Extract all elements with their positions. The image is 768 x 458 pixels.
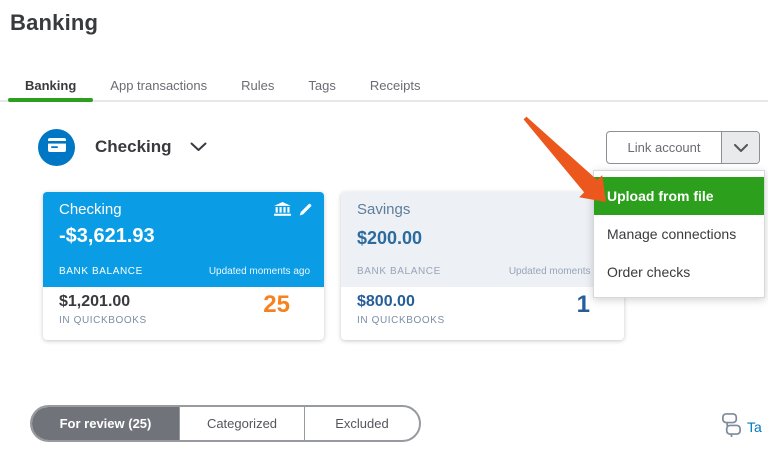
pencil-icon[interactable] — [299, 203, 312, 221]
menu-item-upload-from-file[interactable]: Upload from file — [594, 177, 764, 215]
bank-icon — [274, 202, 291, 221]
take-a-tour-link[interactable]: Ta — [720, 410, 762, 443]
quickbooks-balance-amount: $800.00 — [357, 293, 415, 310]
page-title: Banking — [10, 10, 99, 35]
link-account-menu: Upload from file Manage connections Orde… — [593, 170, 765, 298]
credit-card-icon — [47, 137, 67, 158]
account-name: Checking — [95, 137, 172, 156]
tab-app-transactions[interactable]: App transactions — [110, 78, 208, 93]
filter-tab-categorized[interactable]: Categorized — [179, 407, 305, 440]
savings-card-body: $800.00 IN QUICKBOOKS 1 — [341, 287, 624, 340]
transaction-filter-tabs: For review (25) Categorized Excluded — [30, 405, 421, 442]
quickbooks-balance-label: IN QUICKBOOKS — [59, 315, 147, 326]
savings-card-header: Savings $200.00 BANK BALANCE Updated mom… — [341, 192, 624, 287]
bank-balance-amount: -$3,621.93 — [59, 225, 155, 247]
tab-rules[interactable]: Rules — [241, 78, 275, 93]
quickbooks-balance-amount: $1,201.00 — [59, 293, 131, 310]
nav-tabbar: Banking App transactions Rules Tags Rece… — [0, 71, 768, 102]
chevron-down-icon — [733, 139, 748, 157]
tour-link-label: Ta — [747, 418, 762, 435]
link-account-dropdown-toggle[interactable] — [721, 132, 759, 163]
updated-status: Updated moments ago — [508, 266, 610, 277]
tab-tags[interactable]: Tags — [308, 78, 336, 93]
bank-balance-amount: $200.00 — [357, 228, 423, 248]
transaction-count-badge: 1 — [576, 291, 590, 318]
card-account-name: Checking — [59, 201, 122, 218]
link-account-button[interactable]: Link account — [627, 140, 701, 155]
account-avatar — [38, 128, 75, 166]
bank-balance-label: BANK BALANCE — [357, 266, 441, 277]
checking-card-header: Checking -$3,621.93 BANK BALANCE Upda — [43, 192, 324, 287]
filter-tab-excluded[interactable]: Excluded — [335, 416, 389, 431]
tab-receipts[interactable]: Receipts — [369, 78, 421, 93]
bank-balance-label: BANK BALANCE — [59, 266, 143, 277]
filter-tab-for-review[interactable]: For review (25) — [32, 407, 179, 440]
chevron-down-icon — [190, 142, 207, 152]
menu-item-manage-connections[interactable]: Manage connections — [607, 226, 737, 242]
card-account-name: Savings — [357, 201, 411, 218]
transaction-count-badge: 25 — [263, 291, 290, 318]
menu-item-order-checks[interactable]: Order checks — [607, 264, 691, 280]
link-account-split-button: Link account — [606, 131, 760, 164]
quickbooks-balance-label: IN QUICKBOOKS — [357, 315, 445, 326]
updated-status: Updated moments ago — [208, 266, 310, 277]
account-card-checking[interactable]: Checking -$3,621.93 BANK BALANCE Upda — [43, 192, 324, 340]
tab-banking[interactable]: Banking — [8, 71, 94, 102]
checking-card-body: $1,201.00 IN QUICKBOOKS 25 — [43, 287, 324, 340]
tour-flowchart-icon — [720, 410, 743, 443]
account-card-savings[interactable]: Savings $200.00 BANK BALANCE Updated mom… — [341, 192, 624, 340]
account-selector[interactable]: Checking — [38, 128, 207, 166]
